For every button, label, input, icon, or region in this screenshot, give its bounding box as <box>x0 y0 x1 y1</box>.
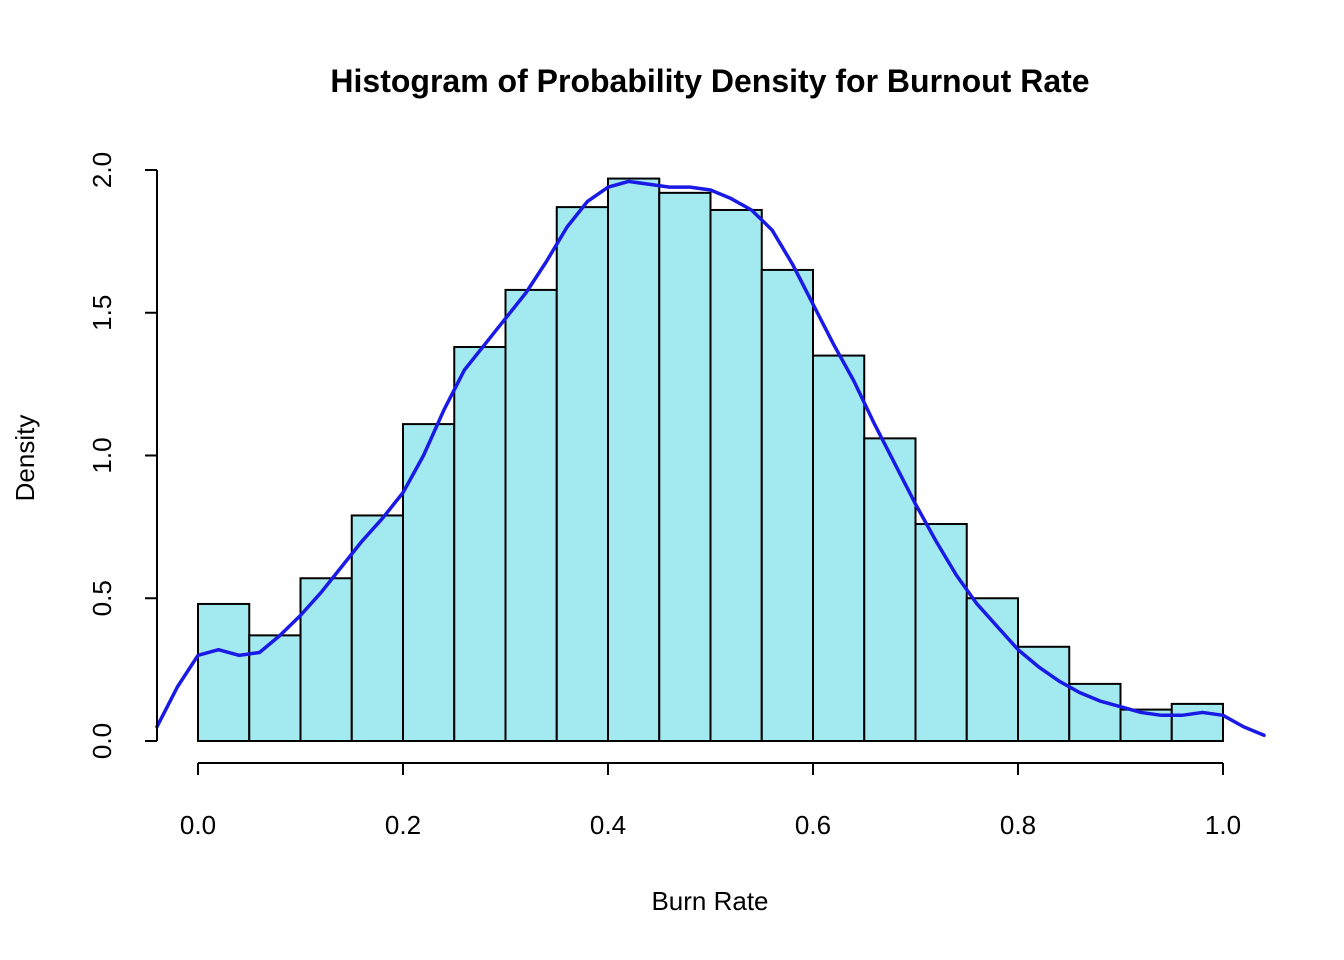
y-tick-label: 1.5 <box>87 295 117 331</box>
y-tick-label: 0.5 <box>87 580 117 616</box>
histogram-bar <box>1170 702 1224 743</box>
y-axis: 0.0 0.5 1.0 1.5 2.0 <box>87 152 158 759</box>
x-axis-label: Burn Rate <box>651 886 768 916</box>
x-tick-label: 0.8 <box>1000 810 1036 840</box>
chart-title: Histogram of Probability Density for Bur… <box>330 63 1089 99</box>
histogram-bar <box>504 288 558 742</box>
x-tick-label: 0.2 <box>385 810 421 840</box>
histogram-bar <box>812 354 866 742</box>
x-tick-label: 0.6 <box>795 810 831 840</box>
histogram-bar <box>760 268 814 742</box>
histogram-bars <box>197 177 1224 743</box>
x-axis: 0.0 0.2 0.4 0.6 0.8 1.0 <box>180 762 1241 840</box>
x-tick-label: 0.4 <box>590 810 626 840</box>
histogram-bar <box>658 191 712 742</box>
y-tick-label: 2.0 <box>87 152 117 188</box>
y-axis-label: Density <box>10 415 40 502</box>
histogram-bar <box>863 437 917 742</box>
histogram-bar <box>453 346 507 742</box>
histogram-bar <box>607 177 661 742</box>
histogram-bar <box>350 514 404 743</box>
x-tick-label: 1.0 <box>1205 810 1241 840</box>
histogram-bar <box>914 523 968 743</box>
histogram-bar <box>555 206 609 743</box>
density-curve <box>155 179 1266 738</box>
histogram-bar <box>299 577 353 743</box>
x-tick-label: 0.0 <box>180 810 216 840</box>
y-tick-label: 1.0 <box>87 437 117 473</box>
y-tick-label: 0.0 <box>87 723 117 759</box>
histogram-bar <box>197 602 251 743</box>
histogram-bar <box>1017 645 1071 742</box>
histogram-bar <box>709 208 763 743</box>
histogram-bar <box>402 423 456 742</box>
density-curve-group <box>155 179 1266 738</box>
